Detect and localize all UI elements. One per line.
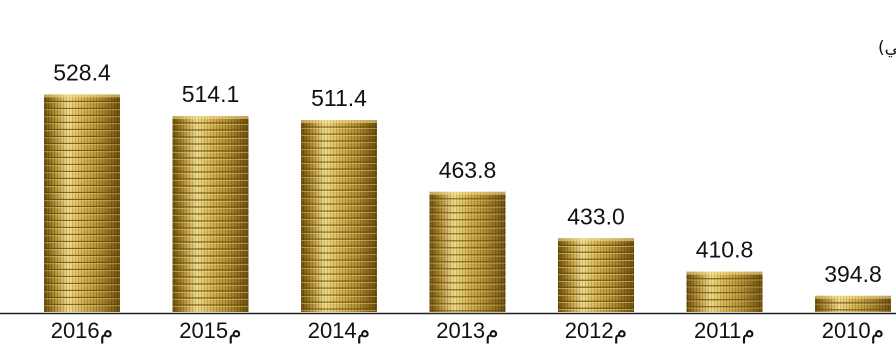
x-tick-label: 2015م <box>179 318 242 343</box>
bar-coin-stack <box>44 94 120 312</box>
value-label: 511.4 <box>311 85 367 111</box>
x-tick-label: 2014م <box>308 318 371 343</box>
bar-coin-stack <box>172 115 249 312</box>
value-label: 433.0 <box>567 203 625 229</box>
x-tick-label: 2013م <box>436 318 499 343</box>
value-label: 463.8 <box>439 157 497 183</box>
value-label: 528.4 <box>53 59 111 85</box>
x-tick-label: 2012م <box>565 318 628 343</box>
bars-group <box>44 94 891 313</box>
x-tick-label: 2016م <box>51 318 114 343</box>
x-tick-label: 2011م <box>694 318 755 343</box>
x-tick-labels-group: 2016م 2015م 2014م 2013م 2012م 2011م 2010م <box>51 318 885 343</box>
bar-coin-stack <box>815 295 891 312</box>
unit-label: (مليار دولار أمريكي) <box>878 36 896 58</box>
bar-coin-stack <box>686 271 763 312</box>
x-tick-label: 2010م <box>822 318 885 343</box>
value-label: 514.1 <box>182 81 240 107</box>
value-labels-group: 528.4 514.1 511.4 463.8 433.0 410.8 394.8 <box>53 59 882 286</box>
bar-coin-stack <box>301 120 377 312</box>
bar-coin-stack <box>558 238 634 312</box>
value-label: 410.8 <box>696 237 754 263</box>
value-label: 394.8 <box>824 261 882 287</box>
bar-coin-stack <box>429 191 506 313</box>
